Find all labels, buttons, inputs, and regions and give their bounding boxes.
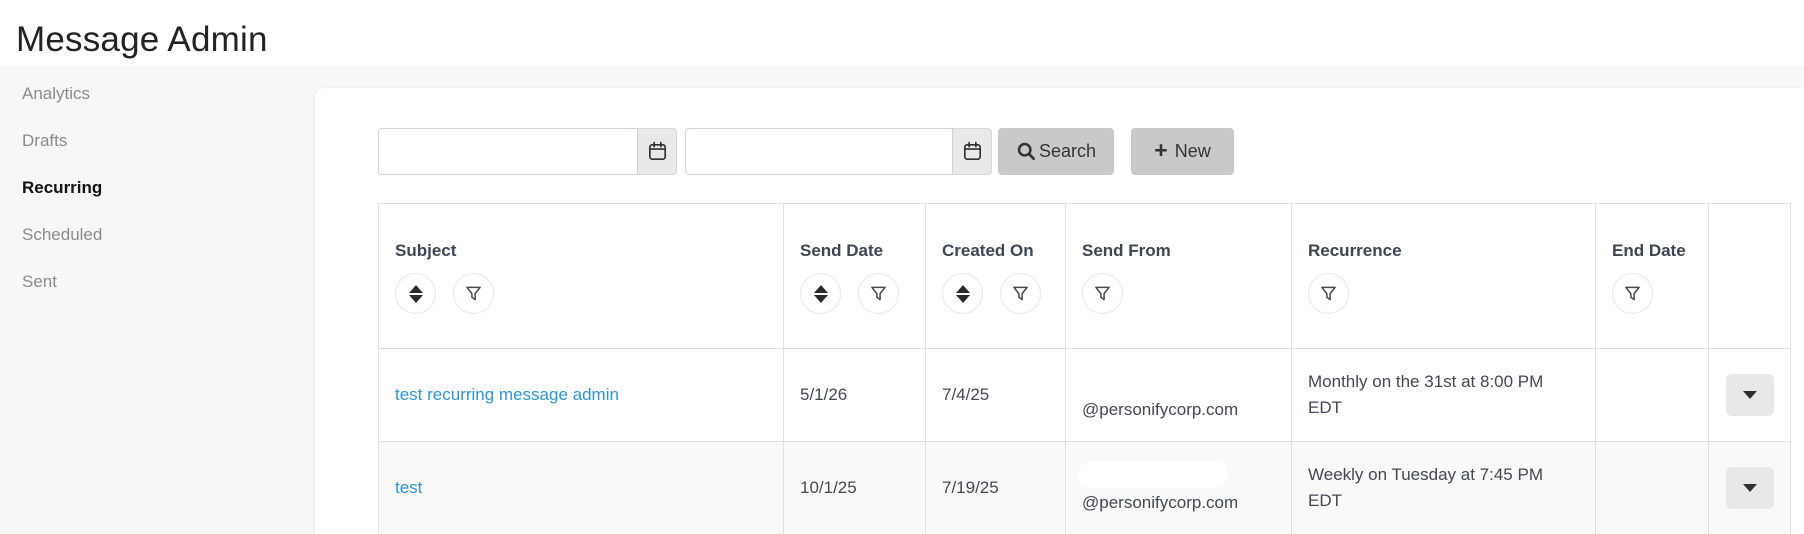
created-on-cell: 7/4/25	[942, 385, 990, 404]
sidebar-item-analytics[interactable]: Analytics	[22, 83, 91, 103]
search-button[interactable]: Search	[998, 128, 1114, 175]
date-from-group	[378, 128, 677, 175]
sidebar-item-drafts[interactable]: Drafts	[22, 130, 68, 150]
column-label: Send Date	[800, 241, 884, 260]
column-header-subject[interactable]: Subject	[378, 203, 784, 349]
toolbar: Search + New	[378, 128, 1234, 175]
column-header-recurrence[interactable]: Recurrence	[1291, 203, 1596, 349]
column-header-created-on[interactable]: Created On	[925, 203, 1066, 349]
date-to-input[interactable]	[685, 128, 952, 175]
date-from-calendar-button[interactable]	[637, 128, 677, 175]
column-label: End Date	[1612, 241, 1686, 260]
table-row: test recurring message admin 5/1/26 7/4/…	[378, 348, 1791, 442]
column-label: Send From	[1082, 241, 1171, 260]
send-date-cell: 5/1/26	[800, 385, 848, 404]
date-to-calendar-button[interactable]	[952, 128, 992, 175]
redaction-blob	[1078, 367, 1228, 395]
caret-down-icon	[1742, 391, 1757, 399]
table-header-row: Subject Send Date	[378, 203, 1791, 349]
sidebar: Analytics Drafts Recurring Scheduled Sen…	[0, 70, 315, 305]
column-label: Created On	[942, 241, 1034, 260]
date-from-input[interactable]	[378, 128, 637, 175]
filter-icon[interactable]	[858, 273, 899, 314]
column-header-actions	[1708, 203, 1791, 349]
table-row: test 10/1/25 7/19/25 @personifycorp.com …	[378, 441, 1791, 534]
new-button-label: New	[1174, 141, 1211, 161]
column-header-end-date[interactable]: End Date	[1595, 203, 1709, 349]
send-date-cell: 10/1/25	[800, 478, 857, 497]
column-header-send-from[interactable]: Send From	[1065, 203, 1292, 349]
date-to-group	[685, 128, 992, 175]
filter-icon[interactable]	[1000, 273, 1041, 314]
subject-link[interactable]: test	[395, 478, 423, 497]
calendar-icon	[963, 141, 981, 160]
column-header-send-date[interactable]: Send Date	[783, 203, 926, 349]
search-icon	[1017, 142, 1035, 161]
recurring-messages-table: Subject Send Date	[378, 203, 1791, 534]
column-label: Recurrence	[1308, 241, 1402, 260]
recurrence-cell: Monthly on the 31st at 8:00 PM EDT	[1308, 372, 1544, 417]
row-actions-dropdown-button[interactable]	[1725, 467, 1774, 509]
column-label: Subject	[395, 241, 457, 260]
plus-icon: +	[1154, 137, 1168, 163]
subject-link[interactable]: test recurring message admin	[395, 385, 619, 404]
sidebar-item-sent[interactable]: Sent	[22, 271, 57, 291]
send-from-cell: @personifycorp.com	[1078, 460, 1275, 516]
filter-icon[interactable]	[1612, 273, 1653, 314]
created-on-cell: 7/19/25	[942, 478, 999, 497]
recurrence-cell: Weekly on Tuesday at 7:45 PM EDT	[1308, 465, 1543, 510]
send-from-cell: @personifycorp.com	[1078, 367, 1275, 423]
caret-down-icon	[1742, 484, 1757, 492]
content-card: Search + New Subject	[315, 88, 1804, 534]
filter-icon[interactable]	[453, 273, 494, 314]
page-title: Message Admin	[16, 20, 268, 59]
sort-icon[interactable]	[942, 273, 983, 314]
new-button[interactable]: + New	[1131, 128, 1234, 175]
sort-icon[interactable]	[800, 273, 841, 314]
sidebar-item-scheduled[interactable]: Scheduled	[22, 224, 103, 244]
sort-icon[interactable]	[395, 273, 436, 314]
row-actions-dropdown-button[interactable]	[1725, 374, 1774, 416]
sidebar-item-recurring[interactable]: Recurring	[22, 177, 103, 197]
redaction-blob	[1078, 460, 1228, 488]
filter-icon[interactable]	[1082, 273, 1123, 314]
calendar-icon	[648, 141, 666, 160]
filter-icon[interactable]	[1308, 273, 1349, 314]
search-button-label: Search	[1038, 141, 1097, 161]
